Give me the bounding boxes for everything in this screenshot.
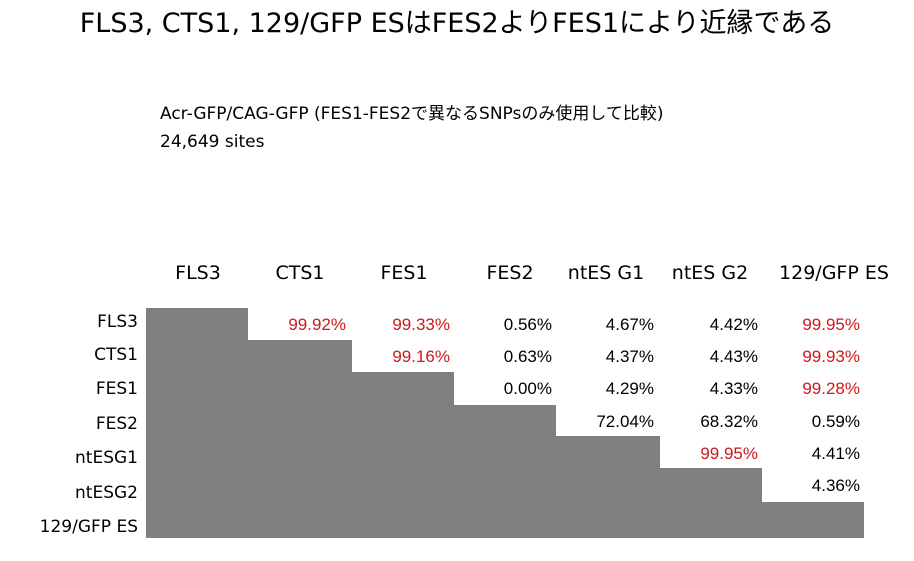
column-header-fes1: FES1 bbox=[380, 262, 428, 284]
column-header-fes2: FES2 bbox=[486, 262, 534, 284]
cell-fes1-129-gfp-es: 99.28% bbox=[802, 379, 860, 398]
cell-fls3-ntesg2: 4.42% bbox=[709, 315, 758, 334]
cell-cts1-fes1: 99.16% bbox=[392, 347, 450, 366]
diagonal-cell-ntesg2 bbox=[660, 468, 762, 538]
cell-fes1-fes2: 0.00% bbox=[503, 379, 552, 398]
cell-fes1-ntesg1: 4.29% bbox=[605, 379, 654, 398]
slide-title: FLS3, CTS1, 129/GFP ESはFES2よりFES1により近縁であ… bbox=[79, 8, 835, 39]
diagonal-cell-fls3 bbox=[146, 308, 248, 538]
cell-fls3-fes2: 0.56% bbox=[503, 315, 552, 334]
row-header-fes2: FES2 bbox=[95, 414, 138, 434]
cell-cts1-129-gfp-es: 99.93% bbox=[802, 347, 860, 366]
row-header-129-gfp-es: 129/GFP ES bbox=[39, 517, 138, 537]
cell-fes2-129-gfp-es: 0.59% bbox=[811, 412, 860, 431]
cell-cts1-ntesg2: 4.43% bbox=[709, 347, 758, 366]
cell-fls3-cts1: 99.92% bbox=[288, 315, 346, 334]
row-header-ntesg1: ntESG1 bbox=[75, 448, 138, 468]
cell-cts1-ntesg1: 4.37% bbox=[605, 347, 654, 366]
diagonal-cell-cts1 bbox=[248, 340, 352, 538]
column-header-ntes-g2: ntES G2 bbox=[671, 262, 749, 284]
row-header-fes1: FES1 bbox=[95, 379, 138, 399]
column-header-cts1: CTS1 bbox=[275, 262, 325, 284]
cell-ntesg1-ntesg2: 99.95% bbox=[700, 444, 758, 463]
site-count: 24,649 sites bbox=[160, 132, 265, 152]
row-header-fls3: FLS3 bbox=[97, 312, 138, 332]
column-header-fls3: FLS3 bbox=[175, 262, 221, 284]
diagonal-cell-129-gfp-es bbox=[762, 502, 864, 538]
row-header-ntesg2: ntESG2 bbox=[75, 483, 138, 503]
cell-fls3-129-gfp-es: 99.95% bbox=[802, 315, 860, 334]
cell-fes2-ntesg1: 72.04% bbox=[596, 412, 654, 431]
row-header-cts1: CTS1 bbox=[94, 345, 138, 365]
diagonal-cell-fes1 bbox=[352, 372, 454, 538]
column-header-129-gfp-es: 129/GFP ES bbox=[779, 262, 889, 284]
cell-fes1-ntesg2: 4.33% bbox=[709, 379, 758, 398]
diagonal-cell-ntesg1 bbox=[556, 436, 660, 538]
cell-ntesg1-129-gfp-es: 4.41% bbox=[811, 444, 860, 463]
cell-cts1-fes2: 0.63% bbox=[503, 347, 552, 366]
comparison-description: Acr-GFP/CAG-GFP (FES1-FES2で異なるSNPsのみ使用して… bbox=[160, 104, 664, 124]
cell-fls3-ntesg1: 4.67% bbox=[605, 315, 654, 334]
cell-ntesg2-129-gfp-es: 4.36% bbox=[811, 476, 860, 495]
diagonal-cell-fes2 bbox=[454, 405, 556, 538]
cell-fls3-fes1: 99.33% bbox=[392, 315, 450, 334]
cell-fes2-ntesg2: 68.32% bbox=[700, 412, 758, 431]
column-header-ntes-g1: ntES G1 bbox=[567, 262, 645, 284]
